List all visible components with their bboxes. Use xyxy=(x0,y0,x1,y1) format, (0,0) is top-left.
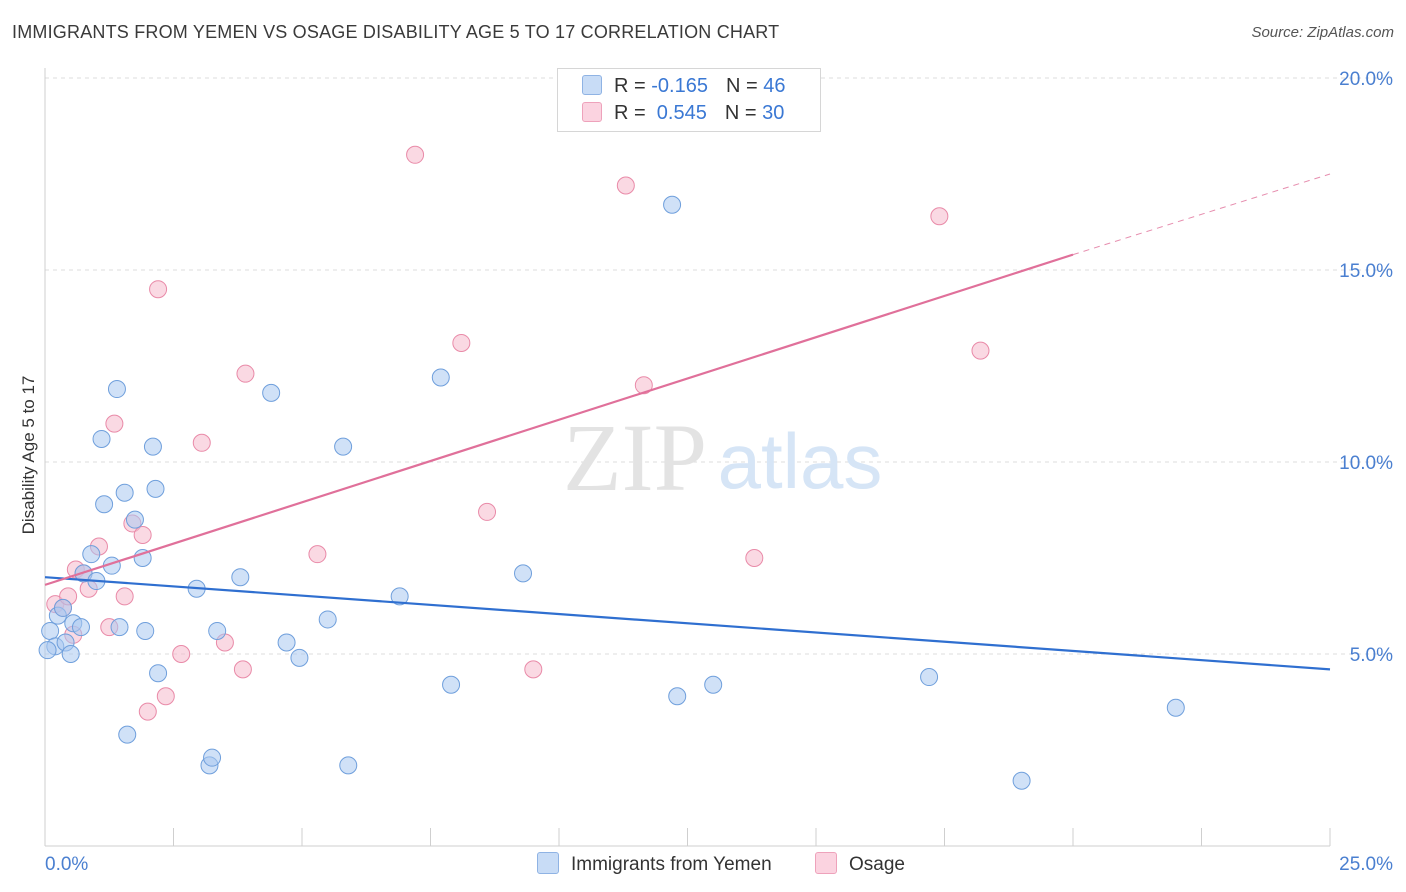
series-legend-yemen: Immigrants from Yemen xyxy=(537,852,772,876)
osage-point xyxy=(156,687,175,706)
yemen-point xyxy=(125,510,144,529)
yemen-point xyxy=(118,725,137,744)
legend-n-value: 30 xyxy=(762,102,785,124)
yemen-point xyxy=(442,675,461,694)
yemen-point xyxy=(203,748,222,767)
tick-labels: 5.0% 10.0% 15.0% 20.0% 0.0% 25.0% xyxy=(45,69,1393,875)
yemen-point xyxy=(290,648,309,667)
yemen-point xyxy=(110,618,129,637)
osage-point xyxy=(634,376,653,395)
yemen-point xyxy=(107,380,126,399)
osage-point xyxy=(105,414,124,433)
yemen-point xyxy=(318,610,337,629)
yemen-point xyxy=(514,564,533,583)
chart-title: IMMIGRANTS FROM YEMEN VS OSAGE DISABILIT… xyxy=(12,22,780,42)
legend-n-label: N = xyxy=(724,102,763,124)
legend-n-value: 46 xyxy=(763,75,786,97)
legend-row-osage: R = 0.545 N = 30 xyxy=(582,102,784,128)
yemen-point xyxy=(1012,771,1031,790)
yemen-point xyxy=(704,675,723,694)
osage-point xyxy=(172,645,191,663)
yemen-point xyxy=(431,368,450,387)
axes xyxy=(44,68,1331,847)
series-swatch-osage xyxy=(815,852,837,874)
yemen-point xyxy=(277,633,296,652)
osage-point xyxy=(233,660,252,679)
data-points xyxy=(38,145,1185,790)
series-legend-osage: Osage xyxy=(815,852,905,876)
legend-r-value: 0.545 xyxy=(651,102,707,124)
trend-lines xyxy=(44,173,1331,671)
series-legend-label: Osage xyxy=(849,854,905,875)
yemen-point xyxy=(146,479,165,498)
osage-point xyxy=(930,207,949,226)
y-axis-label: Disability Age 5 to 17 xyxy=(19,376,38,535)
series-swatch-yemen xyxy=(537,852,559,874)
yemen-point xyxy=(1166,698,1185,717)
osage-point xyxy=(616,176,635,195)
osage-point xyxy=(133,525,152,544)
yemen-point xyxy=(41,621,60,640)
osage-trend-extension xyxy=(1072,173,1331,256)
osage-point xyxy=(406,145,425,164)
osage-point xyxy=(149,280,168,299)
x-tick-label: 0.0% xyxy=(45,854,88,875)
y-tick-label: 20.0% xyxy=(1339,69,1393,90)
yemen-point xyxy=(334,437,353,456)
legend-row-yemen: R = -0.165 N = 46 xyxy=(582,75,785,101)
osage-point xyxy=(236,364,255,383)
yemen-point xyxy=(339,756,358,775)
legend-r-label: R = xyxy=(614,102,652,124)
yemen-point xyxy=(71,618,90,637)
yemen-point xyxy=(668,687,687,706)
yemen-point xyxy=(920,668,939,687)
osage-point xyxy=(745,549,764,567)
yemen-point xyxy=(136,621,155,640)
yemen-point xyxy=(149,664,168,683)
chart-source: Source: ZipAtlas.com xyxy=(1251,24,1394,41)
yemen-trend-line xyxy=(44,576,1331,671)
y-tick-label: 10.0% xyxy=(1339,453,1393,474)
osage-point xyxy=(452,333,471,352)
yemen-point xyxy=(95,495,114,514)
legend-r-value: -0.165 xyxy=(651,75,708,97)
yemen-point xyxy=(663,195,682,214)
legend-r-label: R = xyxy=(614,75,652,97)
yemen-point xyxy=(115,483,134,502)
osage-point xyxy=(138,702,157,721)
series-legend: Immigrants from Yemen Osage xyxy=(0,852,1406,878)
yemen-point xyxy=(390,587,409,606)
osage-point xyxy=(478,502,497,521)
yemen-point xyxy=(231,568,250,587)
yemen-point xyxy=(262,383,281,402)
correlation-legend: R = -0.165 N = 46 R = 0.545 N = 30 xyxy=(557,68,821,132)
osage-point xyxy=(524,660,543,679)
legend-n-label: N = xyxy=(725,75,764,97)
watermark-atlas: atlas xyxy=(718,417,883,505)
yemen-point xyxy=(38,641,57,660)
yemen-point xyxy=(53,598,72,617)
osage-point xyxy=(192,433,211,452)
yemen-point xyxy=(208,621,227,640)
y-tick-label: 15.0% xyxy=(1339,261,1393,282)
osage-point xyxy=(308,545,327,564)
yemen-point xyxy=(82,545,101,564)
watermark: ZIP atlas xyxy=(563,404,882,511)
yemen-point xyxy=(61,645,80,663)
y-tick-label: 5.0% xyxy=(1350,645,1393,666)
osage-point xyxy=(115,587,134,606)
legend-swatch-yemen xyxy=(582,75,602,95)
legend-swatch-osage xyxy=(582,102,602,122)
osage-trend-line xyxy=(44,253,1074,586)
x-tick-label: 25.0% xyxy=(1339,854,1393,875)
watermark-zip: ZIP xyxy=(563,404,707,511)
yemen-point xyxy=(92,429,111,448)
osage-point xyxy=(971,341,990,360)
series-legend-label: Immigrants from Yemen xyxy=(571,854,772,875)
yemen-point xyxy=(143,437,162,456)
